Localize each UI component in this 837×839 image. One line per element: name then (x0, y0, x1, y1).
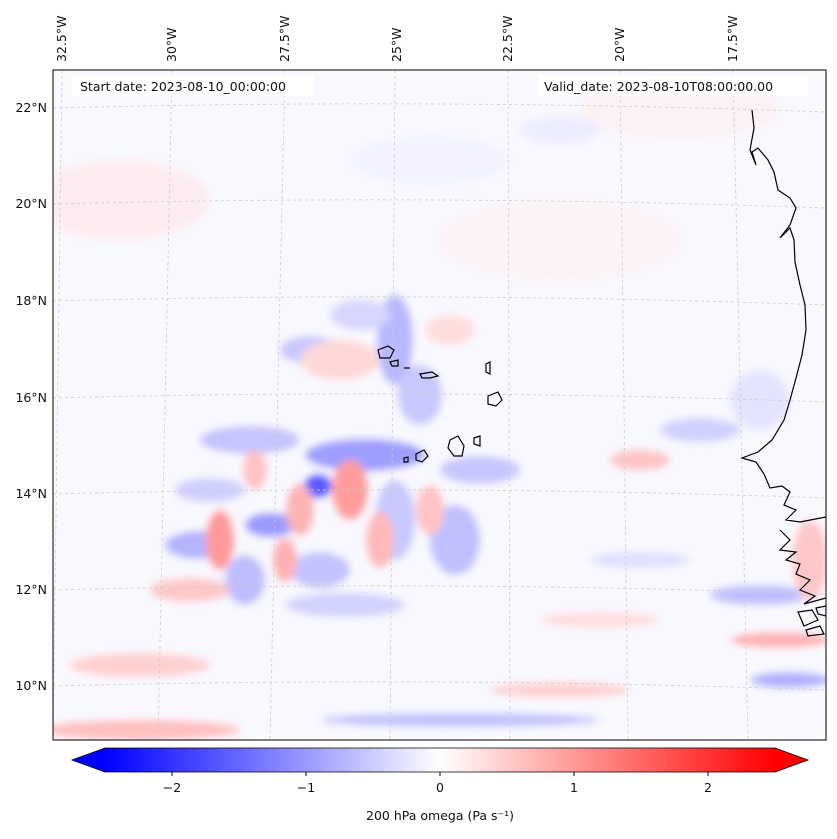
valid-date-label: Valid_date: 2023-08-10T08:00:00.00 (544, 79, 773, 94)
lat-label: 20°N (15, 196, 47, 211)
start-date-label: Start date: 2023-08-10_00:00:00 (80, 79, 286, 94)
coastline-africa (740, 109, 826, 523)
lat-label: 16°N (15, 390, 47, 405)
colorbar: −2 −1 0 1 2 200 hPa omega (Pa s⁻¹) (70, 747, 810, 823)
colorbar-extend-high (775, 748, 808, 772)
island-santo-antao (377, 345, 395, 359)
island-boa-vista (487, 391, 503, 407)
colorbar-tick-label: −1 (297, 780, 315, 795)
island-maio (473, 435, 481, 447)
colorbar-extend-low (72, 748, 105, 772)
longitude-labels: 32.5°W 30°W 27.5°W 25°W 22.5°W 20°W 17.5°W (54, 16, 740, 62)
lat-label: 12°N (15, 582, 47, 597)
island-fogo (415, 449, 429, 463)
island-sao-vicente (389, 359, 399, 367)
omega-field (53, 70, 826, 740)
colorbar-tick-label: −2 (163, 780, 181, 795)
map-panel: Start date: 2023-08-10_00:00:00 Valid_da… (52, 69, 827, 741)
gridlines (53, 70, 826, 740)
lon-label: 27.5°W (277, 16, 292, 62)
colorbar-label: 200 hPa omega (Pa s⁻¹) (366, 808, 514, 823)
island-sao-nicolau (419, 371, 440, 379)
lon-label: 22.5°W (500, 16, 515, 62)
lon-label: 32.5°W (54, 16, 69, 62)
colorbar-gradient (105, 748, 775, 772)
lon-label: 25°W (389, 27, 404, 62)
island-santiago (447, 435, 465, 457)
lon-label: 17.5°W (725, 16, 740, 62)
colorbar-tick-label: 2 (704, 780, 712, 795)
latitude-labels: 22°N 20°N 18°N 16°N 14°N 12°N 10°N (15, 100, 47, 693)
lon-label: 30°W (164, 27, 179, 62)
coastlines (377, 109, 826, 637)
lat-label: 10°N (15, 678, 47, 693)
island-sal (485, 361, 491, 375)
valid-date-box (538, 76, 808, 96)
colorbar-ticks: −2 −1 0 1 2 (163, 772, 712, 795)
lat-label: 22°N (15, 100, 47, 115)
island-brava (403, 456, 409, 463)
lat-label: 14°N (15, 486, 47, 501)
colorbar-tick-label: 1 (570, 780, 578, 795)
lon-label: 20°W (612, 27, 627, 62)
map-frame (52, 69, 827, 741)
start-date-box (72, 76, 314, 96)
lat-label: 18°N (15, 293, 47, 308)
colorbar-tick-label: 0 (436, 780, 444, 795)
